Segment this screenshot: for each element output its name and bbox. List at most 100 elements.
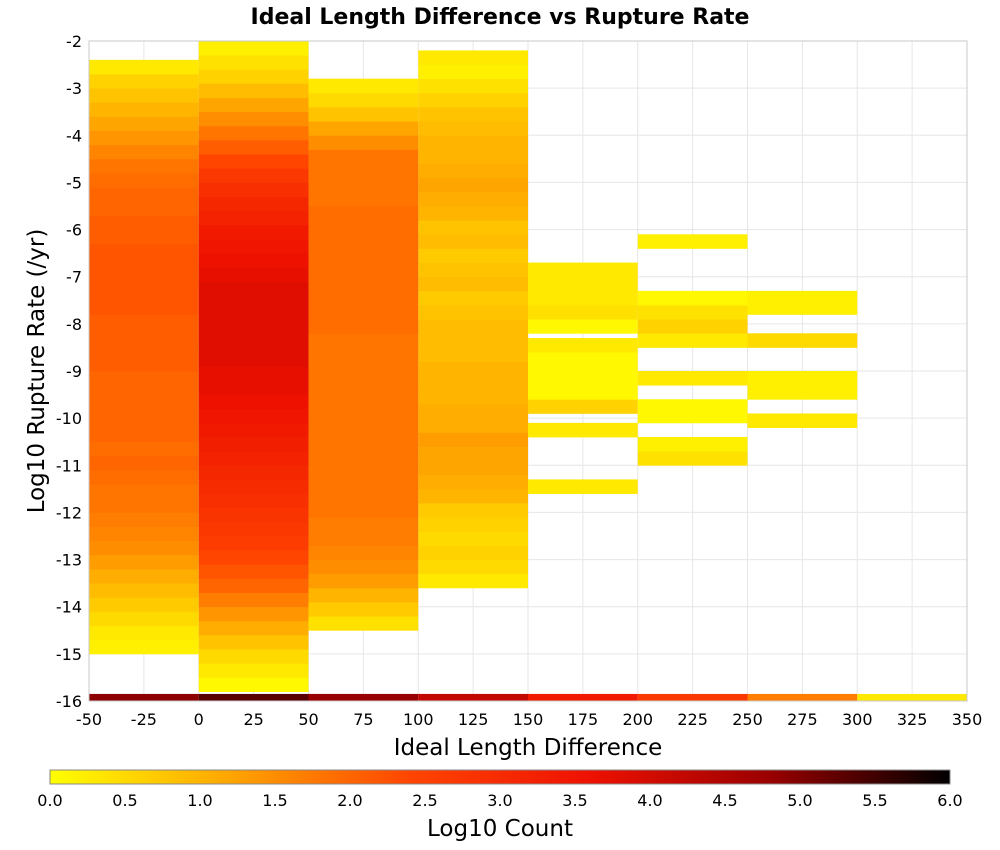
heatmap-cell (308, 347, 419, 362)
heatmap-cell (418, 460, 528, 476)
heatmap-cell (528, 262, 638, 306)
heatmap-cell (89, 201, 199, 216)
heatmap-cell (198, 281, 309, 296)
heatmap-cell (418, 693, 528, 702)
heatmap-cell (308, 573, 419, 589)
heatmap-cell (308, 333, 419, 348)
heatmap-cell (89, 144, 199, 160)
heatmap-cell (89, 597, 199, 612)
heatmap-cell (198, 309, 309, 325)
y-tick-label: -9 (66, 362, 82, 381)
heatmap-cell (198, 693, 309, 702)
heatmap-cell (528, 352, 638, 400)
heatmap-cell (418, 545, 528, 560)
heatmap-cell (418, 206, 528, 221)
plot-frame (88, 40, 968, 702)
heatmap-cell (308, 545, 419, 560)
heatmap-cell (637, 234, 748, 249)
heatmap-cell (418, 319, 528, 334)
heatmap-cell (308, 121, 419, 136)
heatmap-cell (89, 229, 199, 245)
heatmap-cell (198, 125, 309, 141)
colorbar-tick-label: 4.5 (712, 791, 737, 810)
heatmap-cell (308, 234, 419, 249)
heatmap-cell (89, 540, 199, 556)
heatmap-cell (418, 531, 528, 546)
heatmap-cell (747, 413, 858, 428)
heatmap-cell (308, 262, 419, 278)
heatmap-cell (89, 569, 199, 584)
heatmap-cell (747, 693, 858, 702)
heatmap-cell (89, 583, 199, 598)
heatmap-cell (418, 333, 528, 348)
heatmap-cell (198, 295, 309, 311)
heatmap-cell (857, 693, 967, 702)
heatmap-cell (198, 352, 309, 367)
heatmap-cell (198, 182, 309, 197)
colorbar-tick-label: 1.5 (262, 791, 287, 810)
heatmap-cell (308, 220, 419, 235)
heatmap-cell (89, 498, 199, 513)
y-tick-label: -7 (66, 268, 82, 287)
colorbar-tick-label: 5.0 (787, 791, 812, 810)
heatmap-cell (308, 319, 419, 334)
heatmap-cell (89, 385, 199, 400)
x-tick-label: 275 (787, 710, 818, 729)
x-tick-label: 325 (897, 710, 928, 729)
heatmap-cell (89, 257, 199, 273)
heatmap-cell (89, 484, 199, 499)
heatmap-cell (308, 616, 419, 631)
heatmap-cell (418, 305, 528, 320)
heatmap-cell (418, 347, 528, 362)
heatmap-cell (747, 290, 858, 315)
heatmap-cell (418, 248, 528, 263)
heatmap-cell (637, 437, 748, 452)
heatmap-cell (528, 479, 638, 494)
y-tick-label: -3 (66, 79, 82, 98)
heatmap-cell (198, 111, 309, 127)
heatmap-cell (418, 488, 528, 504)
heatmap-cell (89, 693, 199, 702)
heatmap-cell (198, 323, 309, 339)
heatmap-cell (308, 177, 419, 193)
heatmap-cell (198, 635, 309, 650)
heatmap-cell (198, 564, 309, 579)
heatmap-cell (89, 455, 199, 471)
heatmap-cell (418, 149, 528, 164)
x-tick-label: 0 (194, 710, 204, 729)
heatmap-cell (418, 121, 528, 136)
heatmap-cell (308, 460, 419, 476)
heatmap-cell (418, 517, 528, 532)
heatmap-cell (418, 163, 528, 179)
heatmap-cell (198, 578, 309, 593)
heatmap-cell (89, 314, 199, 329)
heatmap-cell (198, 620, 309, 636)
heatmap-cell (89, 356, 199, 372)
heatmap-cell (89, 399, 199, 414)
y-tick-label: -6 (66, 221, 82, 240)
colorbar (49, 769, 951, 785)
heatmap-cell (198, 451, 309, 466)
y-tick-label: -10 (56, 409, 82, 428)
heatmap-cell (637, 333, 748, 348)
heatmap-cell (198, 253, 309, 268)
heatmap-cell (198, 210, 309, 226)
heatmap-cell (308, 92, 419, 108)
heatmap-cell (89, 158, 199, 174)
heatmap-cell (418, 404, 528, 419)
x-tick-label: 50 (298, 710, 318, 729)
heatmap-cell (418, 135, 528, 150)
x-tick-label: 100 (403, 710, 434, 729)
heatmap-cell (308, 248, 419, 263)
heatmap-cell (637, 451, 748, 466)
heatmap-cell (89, 215, 199, 230)
heatmap-cell (198, 196, 309, 212)
chart-title: Ideal Length Difference vs Rupture Rate (251, 5, 750, 30)
heatmap-cell (198, 239, 309, 254)
x-tick-label: 25 (243, 710, 263, 729)
heatmap-cell (89, 512, 199, 527)
heatmap-cell (528, 693, 638, 702)
colorbar-tick-label: 6.0 (937, 791, 962, 810)
heatmap-cell (198, 521, 309, 537)
